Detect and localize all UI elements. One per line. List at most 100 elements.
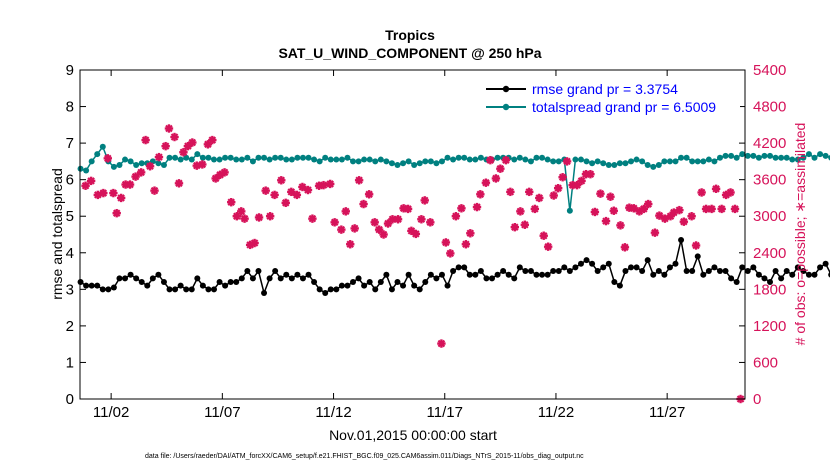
rmse-point: [611, 279, 618, 286]
totalspread-point: [216, 156, 223, 163]
totalspread-point: [261, 154, 268, 161]
rmse-point: [800, 268, 807, 275]
totalspread-point: [211, 156, 218, 163]
totalspread-point: [577, 156, 584, 163]
rmse-point: [755, 271, 762, 278]
totalspread-point: [294, 154, 301, 161]
totalspread-point: [133, 162, 140, 169]
totalspread-point: [628, 158, 635, 165]
totalspread-point: [138, 160, 145, 167]
obs-assimilated-marker: [403, 204, 413, 214]
rmse-point: [600, 264, 607, 271]
rmse-point: [672, 260, 679, 267]
totalspread-point: [411, 162, 418, 169]
obs-assimilated-marker: [179, 148, 188, 157]
obs-assimilated-marker: [472, 202, 482, 212]
obs-assimilated-marker: [451, 212, 461, 221]
obs-assimilated-marker: [530, 204, 540, 214]
rmse-point: [678, 236, 685, 243]
obs-assimilated-marker: [496, 164, 505, 173]
obs-assimilated-marker: [411, 229, 421, 239]
totalspread-point: [116, 162, 123, 169]
obs-assimilated-marker: [150, 186, 159, 195]
rmse-point: [372, 286, 379, 293]
totalspread-point: [461, 154, 468, 161]
obs-assimilated-marker: [174, 179, 184, 188]
obs-assimilated-marker: [164, 124, 174, 133]
rmse-point: [733, 279, 740, 286]
rmse-point: [266, 275, 273, 282]
x-tick-label: 11/02: [93, 404, 129, 421]
rmse-point: [767, 279, 774, 286]
rmse-point: [789, 271, 796, 278]
rmse-point: [483, 275, 490, 282]
obs-assimilated-marker: [370, 218, 379, 227]
rmse-point: [94, 282, 101, 289]
obs-assimilated-marker: [491, 174, 501, 183]
totalspread-point: [805, 151, 812, 158]
obs-assimilated-marker: [154, 152, 164, 162]
totalspread-point: [494, 154, 501, 161]
rmse-point: [461, 264, 468, 271]
rmse-point: [211, 286, 218, 293]
obs-assimilated-marker: [717, 204, 726, 214]
obs-assimilated-marker: [393, 215, 403, 224]
totalspread-point: [650, 163, 657, 170]
obs-assimilated-marker: [188, 138, 197, 147]
rmse-point: [416, 286, 423, 293]
totalspread-point: [199, 154, 206, 161]
rmse-point: [433, 275, 440, 282]
obs-assimilated-marker: [510, 222, 520, 232]
obs-assimilated-marker: [520, 220, 530, 229]
obs-assimilated-marker: [326, 179, 335, 189]
totalspread-point: [694, 158, 701, 165]
totalspread-point: [661, 158, 668, 165]
totalspread-point: [539, 154, 546, 161]
obs-assimilated-marker: [596, 189, 605, 198]
totalspread-point: [728, 152, 735, 159]
obs-assimilated-marker: [277, 176, 286, 185]
right-tick-label: 3600: [753, 172, 786, 189]
rmse-point: [233, 279, 240, 286]
rmse-point: [316, 286, 323, 293]
totalspread-point: [160, 162, 167, 169]
totalspread-point: [222, 154, 229, 161]
totalspread-point: [366, 156, 373, 163]
rmse-point: [388, 286, 395, 293]
x-tick-label: 11/17: [427, 404, 463, 421]
obs-assimilated-marker: [319, 180, 328, 190]
rmse-point: [577, 260, 584, 267]
rmse-point: [227, 279, 234, 286]
rmse-point: [350, 279, 357, 286]
totalspread-point: [377, 156, 384, 163]
rmse-point: [550, 268, 557, 275]
totalspread-point: [227, 154, 234, 161]
totalspread-point: [350, 158, 357, 165]
rmse-point: [400, 282, 407, 289]
totalspread-point: [322, 154, 329, 161]
totalspread-point: [416, 160, 423, 167]
obs-assimilated-marker: [697, 188, 706, 197]
obs-assimilated-marker: [261, 186, 270, 195]
obs-assimilated-marker: [359, 199, 368, 209]
obs-assimilated-marker: [562, 157, 572, 166]
obs-assimilated-marker: [679, 217, 689, 226]
totalspread-point: [333, 156, 340, 163]
rmse-point: [155, 271, 162, 278]
obs-assimilated-marker: [476, 190, 485, 199]
rmse-point: [344, 282, 351, 289]
obs-assimilated-marker: [558, 173, 567, 182]
rmse-point: [361, 282, 368, 289]
legend-label: rmse grand pr = 3.3754: [532, 81, 678, 97]
totalspread-point: [149, 158, 156, 165]
totalspread-point: [194, 151, 201, 158]
totalspread-point: [733, 154, 740, 161]
obs-assimilated-marker: [198, 160, 207, 169]
totalspread-point: [88, 158, 95, 165]
right-tick-label: 1200: [753, 318, 786, 335]
rmse-point: [628, 264, 635, 271]
rmse-point: [472, 271, 479, 278]
totalspread-point: [722, 152, 729, 159]
obs-assimilated-marker: [232, 212, 241, 221]
rmse-point: [778, 275, 785, 282]
